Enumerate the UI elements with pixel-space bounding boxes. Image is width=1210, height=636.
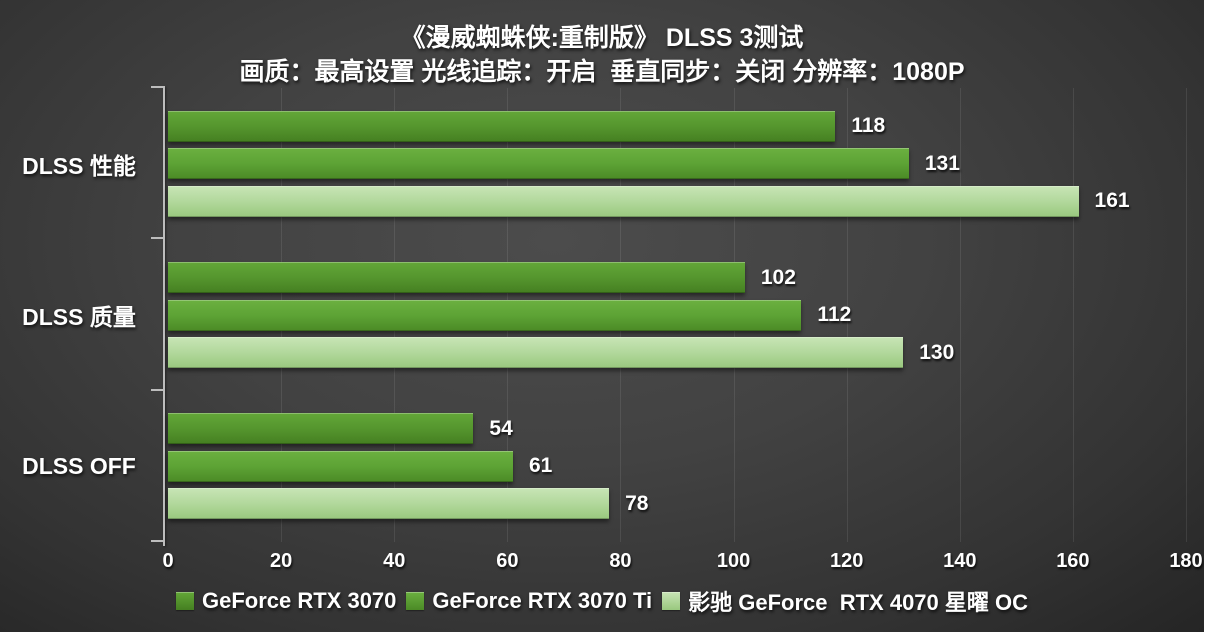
bar-value-label: 112 [817,303,852,326]
bar [168,262,745,293]
bar-value-label: 131 [924,151,960,175]
y-axis-tick [151,540,163,542]
bar [168,185,1079,217]
y-axis-line [163,86,165,546]
legend-label: 影驰 GeForce RTX 4070 星曜 OC [688,590,1028,615]
y-axis-tick [151,86,163,88]
category-label: DLSS 质量 [22,303,136,330]
legend-swatch [406,592,425,610]
bar-value-label: 118 [851,114,886,138]
chart-title: 《漫威蜘蛛侠:重制版》 DLSS 3测试 [400,24,804,52]
x-tick-label: 120 [829,550,864,572]
x-tick-label: 160 [1056,550,1090,572]
bar [168,488,610,520]
bar-value-label: 102 [760,265,796,289]
category-label: DLSS 性能 [22,152,136,179]
x-tick-label: 0 [162,550,174,572]
x-tick-label: 180 [1169,550,1203,572]
bar-value-label: 78 [625,491,649,515]
category-label: DLSS OFF [22,452,136,479]
bar [168,299,802,331]
x-tick-label: 40 [383,550,406,572]
legend-item: 影驰 GeForce RTX 4070 星曜 OC [662,585,1028,617]
y-axis-tick [151,388,163,391]
bar [168,413,474,445]
x-tick-label: 80 [609,550,632,572]
gridline [1186,88,1187,542]
bar-value-label: 61 [528,454,553,478]
bar [168,110,836,142]
bar-value-label: 130 [919,340,955,364]
y-axis-tick [151,237,163,240]
legend: GeForce RTX 3070 GeForce RTX 3070 Ti 影驰 Ge… [0,585,1204,617]
bar-value-label: 54 [489,416,513,440]
x-tick-label: 60 [496,550,519,572]
legend-swatch [662,592,681,610]
gridline [1072,88,1074,542]
bar [168,148,909,180]
bar [168,450,513,482]
x-tick-label: 20 [269,550,293,572]
bar-value-label: 161 [1094,189,1130,213]
legend-item: GeForce RTX 3070 [175,588,397,614]
chart-subtitle: 画质：最高设置 光线追踪：开启 垂直同步：关闭 分辨率：1080P [239,58,965,86]
bar [168,337,904,368]
gridline [846,88,848,542]
gridline [959,88,961,542]
x-tick-label: 100 [716,550,751,572]
x-tick-label: 140 [943,550,977,572]
legend-label: GeForce RTX 3070 Ti [432,588,653,613]
legend-swatch [175,592,194,610]
legend-item: GeForce RTX 3070 Ti [406,588,652,614]
legend-label: GeForce RTX 3070 [201,588,397,613]
